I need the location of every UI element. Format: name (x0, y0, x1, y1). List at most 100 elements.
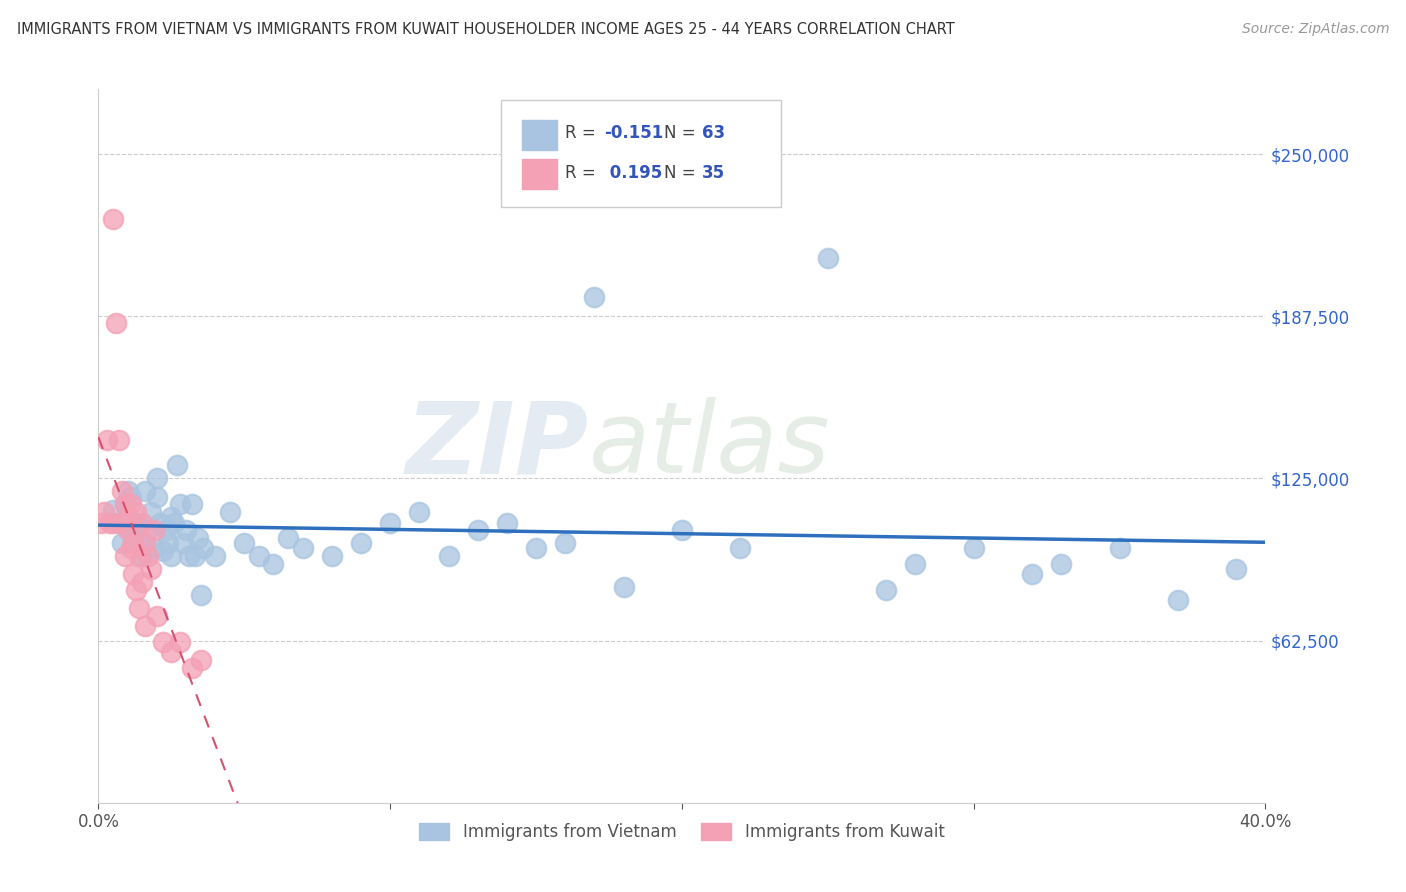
Point (131, 536, 153, 550)
Point (131, 575, 153, 590)
Point (160, 645, 183, 659)
Point (101, 502, 124, 516)
Point (467, 524, 489, 538)
Point (169, 497, 191, 511)
Point (104, 316, 127, 330)
Point (218, 505, 240, 519)
Point (134, 484, 156, 499)
Point (117, 510, 139, 524)
Point (128, 518, 150, 533)
Point (108, 433, 131, 447)
Text: ZIP: ZIP (405, 398, 589, 494)
Point (612, 581, 634, 595)
Point (114, 497, 136, 511)
Point (93, 505, 115, 519)
Point (160, 549, 183, 564)
Point (136, 524, 159, 538)
Point (111, 536, 134, 550)
Point (128, 601, 150, 615)
Text: -0.151: -0.151 (603, 125, 664, 143)
Point (101, 516, 124, 530)
Point (174, 524, 197, 538)
Point (350, 536, 373, 550)
Point (190, 653, 212, 667)
Point (152, 635, 174, 649)
Point (169, 635, 191, 649)
Point (117, 524, 139, 538)
Point (120, 541, 142, 556)
Point (90, 516, 112, 530)
Point (142, 524, 165, 538)
Point (233, 536, 256, 550)
Point (134, 536, 156, 550)
Point (180, 497, 202, 511)
Point (554, 536, 576, 550)
Point (730, 541, 752, 556)
Point (125, 505, 148, 519)
FancyBboxPatch shape (501, 100, 782, 207)
Point (190, 588, 212, 602)
Text: 63: 63 (702, 125, 725, 143)
Point (128, 549, 150, 564)
Point (204, 549, 226, 564)
Point (122, 567, 145, 582)
FancyBboxPatch shape (522, 159, 557, 189)
Text: R =: R = (565, 125, 602, 143)
Point (380, 516, 402, 530)
Point (172, 536, 194, 550)
Point (131, 549, 153, 564)
Point (496, 516, 519, 530)
Point (146, 490, 169, 504)
Point (437, 549, 460, 564)
Point (139, 562, 162, 576)
Point (277, 531, 299, 545)
Text: R =: R = (565, 164, 602, 182)
Point (1108, 541, 1130, 556)
Point (187, 531, 209, 545)
Point (96, 433, 118, 447)
Point (163, 516, 186, 530)
Point (120, 497, 142, 511)
Point (671, 524, 693, 538)
Point (524, 541, 547, 556)
Point (321, 549, 343, 564)
Text: atlas: atlas (589, 398, 830, 494)
Point (1225, 562, 1247, 576)
Point (134, 619, 156, 633)
Point (817, 251, 839, 265)
Text: N =: N = (665, 125, 702, 143)
Point (131, 516, 153, 530)
Point (155, 524, 177, 538)
Point (160, 510, 183, 524)
Point (291, 541, 314, 556)
Point (108, 516, 131, 530)
Point (408, 505, 430, 519)
Point (962, 541, 984, 556)
Text: Source: ZipAtlas.com: Source: ZipAtlas.com (1241, 22, 1389, 37)
Point (98, 516, 121, 530)
Point (122, 531, 145, 545)
Point (142, 541, 165, 556)
Legend: Immigrants from Vietnam, Immigrants from Kuwait: Immigrants from Vietnam, Immigrants from… (412, 816, 952, 848)
FancyBboxPatch shape (522, 120, 557, 150)
Point (583, 290, 606, 304)
Point (904, 557, 927, 571)
Point (146, 609, 169, 624)
Point (111, 516, 134, 530)
Point (122, 536, 145, 550)
Point (120, 490, 142, 504)
Text: N =: N = (665, 164, 702, 182)
Point (136, 549, 159, 564)
Point (114, 549, 136, 564)
Point (125, 516, 148, 530)
Point (149, 516, 172, 530)
Point (152, 544, 174, 558)
Point (157, 536, 180, 550)
Point (117, 484, 139, 499)
Point (111, 484, 134, 499)
Point (1167, 593, 1189, 607)
Text: IMMIGRANTS FROM VIETNAM VS IMMIGRANTS FROM KUWAIT HOUSEHOLDER INCOME AGES 25 - 4: IMMIGRANTS FROM VIETNAM VS IMMIGRANTS FR… (17, 22, 955, 37)
Point (193, 541, 215, 556)
Point (247, 549, 270, 564)
Point (1050, 557, 1073, 571)
